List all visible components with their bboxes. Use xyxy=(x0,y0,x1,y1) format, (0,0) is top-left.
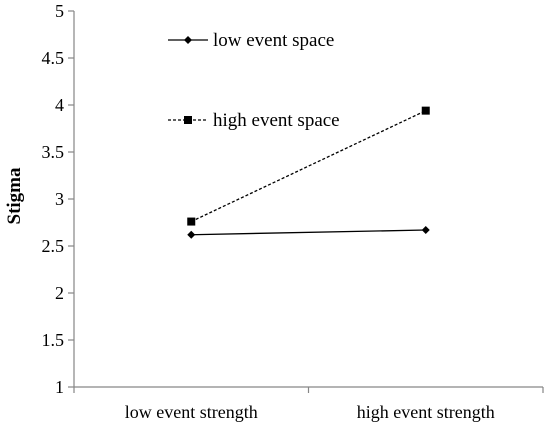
series-2 xyxy=(187,106,430,226)
data-point-marker xyxy=(421,106,430,115)
data-point-marker xyxy=(187,230,196,239)
y-tick-label: 2.5 xyxy=(42,236,65,256)
y-tick-label: 2 xyxy=(55,283,64,303)
y-tick-label: 1.5 xyxy=(42,330,65,350)
series-group xyxy=(187,106,430,239)
y-tick-label: 1 xyxy=(55,377,64,397)
data-point-marker xyxy=(421,226,430,235)
y-tick-label: 4.5 xyxy=(42,48,65,68)
series-line xyxy=(190,110,427,223)
x-tick-label: high event strength xyxy=(357,402,495,422)
x-ticks: low event strength high event strength xyxy=(73,387,544,422)
legend-marker xyxy=(184,116,192,124)
y-tick-label: 5 xyxy=(55,1,64,21)
y-ticks: 1 1.5 2 2.5 3 3.5 4 4.5 5 xyxy=(42,1,74,397)
data-point-marker xyxy=(187,217,196,226)
legend: low event space high event space xyxy=(168,30,340,131)
x-tick-label: low event strength xyxy=(125,402,258,422)
legend-item: high event space xyxy=(168,110,340,131)
y-axis-label: Stigma xyxy=(4,167,25,225)
legend-label: low event space xyxy=(213,30,334,51)
legend-item: low event space xyxy=(168,30,334,51)
y-tick-label: 4 xyxy=(55,95,64,115)
series-1 xyxy=(187,226,430,239)
legend-marker xyxy=(184,36,192,44)
series-line xyxy=(191,229,426,236)
axes xyxy=(73,11,543,388)
y-tick-label: 3.5 xyxy=(42,142,65,162)
y-tick-label: 3 xyxy=(55,189,64,209)
legend-label: high event space xyxy=(213,110,340,131)
